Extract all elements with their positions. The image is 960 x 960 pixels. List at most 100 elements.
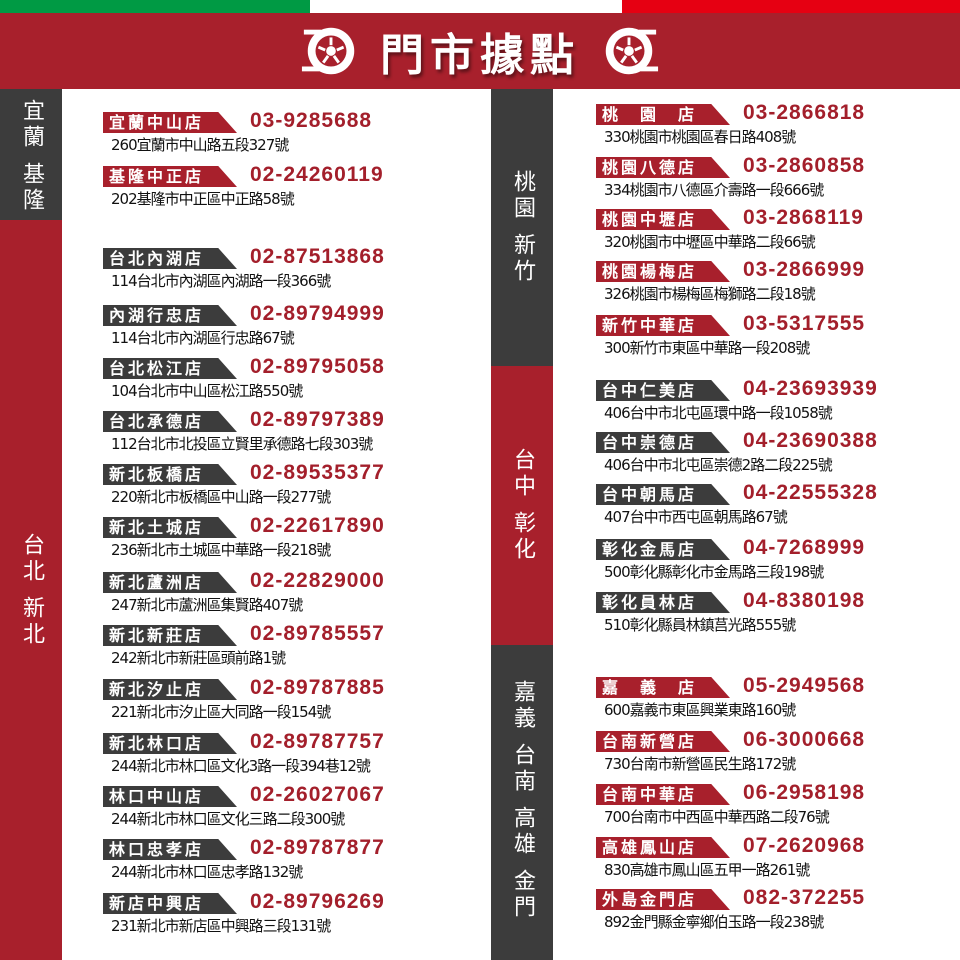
store-address: 330桃園市桃園區春日路408號: [604, 128, 796, 146]
store-name-tag: 台北承德店: [103, 411, 237, 432]
store-name-tag: 嘉 義 店: [596, 677, 730, 698]
store-phone[interactable]: 02-89535377: [250, 461, 385, 484]
store-phone[interactable]: 02-22617890: [250, 514, 385, 537]
flag-red: [622, 0, 960, 13]
store-name-tag: 新店中興店: [103, 893, 237, 914]
store-name-tag: 桃園八德店: [596, 157, 730, 178]
store-address: 700台南市中西區中華西路二段76號: [604, 808, 830, 826]
store-phone[interactable]: 02-26027067: [250, 783, 385, 806]
store-name-tag: 新北汐止店: [103, 679, 237, 700]
store-item: 宜蘭中山店 03-9285688 260宜蘭市中山路五段327號: [103, 109, 463, 162]
store-address: 220新北市板橋區中山路一段277號: [111, 488, 331, 506]
store-phone[interactable]: 07-2620968: [743, 834, 866, 857]
store-name-tag: 台中仁美店: [596, 380, 730, 401]
store-address: 260宜蘭市中山路五段327號: [111, 136, 289, 154]
store-phone[interactable]: 06-2958198: [743, 781, 866, 804]
store-address: 112台北市北投區立賢里承德路七段303號: [111, 435, 373, 453]
store-item: 台北承德店 02-89797389 112台北市北投區立賢里承德路七段303號: [103, 408, 463, 461]
store-phone[interactable]: 05-2949568: [743, 674, 866, 697]
region-label: 宜蘭 基隆: [19, 99, 44, 214]
store-phone[interactable]: 02-89785557: [250, 622, 385, 645]
store-item: 台北松江店 02-89795058 104台北市中山區松江路550號: [103, 355, 463, 408]
store-phone[interactable]: 082-372255: [743, 886, 866, 909]
store-name-tag: 桃 園 店: [596, 104, 730, 125]
store-address: 202基隆市中正區中正路58號: [111, 190, 295, 208]
store-address: 244新北市林口區文化3路一段394巷12號: [111, 757, 371, 775]
store-item: 林口中山店 02-26027067 244新北市林口區文化三路二段300號: [103, 783, 463, 836]
store-phone[interactable]: 02-89787885: [250, 676, 385, 699]
store-phone[interactable]: 02-89797389: [250, 408, 385, 431]
store-address: 510彰化縣員林鎮莒光路555號: [604, 616, 796, 634]
region-taipei-newtaipei: 台北 新北: [0, 220, 62, 960]
store-name-tag: 新竹中華店: [596, 315, 730, 336]
store-phone[interactable]: 04-22555328: [743, 481, 878, 504]
store-phone[interactable]: 04-8380198: [743, 589, 866, 612]
store-address: 406台中市北屯區環中路一段1058號: [604, 404, 833, 422]
store-phone[interactable]: 03-5317555: [743, 312, 866, 335]
store-address: 236新北市土城區中華路一段218號: [111, 541, 331, 559]
flag-green: [0, 0, 310, 13]
store-address: 114台北市內湖區行忠路67號: [111, 329, 295, 347]
store-name-tag: 基隆中正店: [103, 166, 237, 187]
store-item: 新北新莊店 02-89785557 242新北市新莊區頭前路1號: [103, 622, 463, 675]
tire-wheel-icon: [301, 27, 355, 75]
store-address: 221新北市汐止區大同路一段154號: [111, 703, 331, 721]
store-item: 新竹中華店 03-5317555 300新竹市東區中華路一段208號: [596, 312, 956, 365]
store-item: 台中崇德店 04-23690388 406台中市北屯區崇德2路二段225號: [596, 429, 956, 482]
store-name-tag: 台中崇德店: [596, 432, 730, 453]
store-item: 基隆中正店 02-24260119 202基隆市中正區中正路58號: [103, 163, 463, 216]
store-address: 242新北市新莊區頭前路1號: [111, 649, 286, 667]
region-label: 桃園 新竹: [510, 170, 535, 285]
store-address: 231新北市新店區中興路三段131號: [111, 917, 331, 935]
store-phone[interactable]: 02-89796269: [250, 890, 385, 913]
store-phone[interactable]: 03-2868119: [743, 206, 864, 229]
region-label: 嘉義 台南 高雄 金門: [510, 680, 535, 921]
store-address: 104台北市中山區松江路550號: [111, 382, 303, 400]
store-phone[interactable]: 02-24260119: [250, 163, 384, 186]
store-phone[interactable]: 03-2866818: [743, 101, 866, 124]
store-phone[interactable]: 02-22829000: [250, 569, 385, 592]
store-phone[interactable]: 02-89794999: [250, 302, 385, 325]
store-phone[interactable]: 02-89795058: [250, 355, 385, 378]
store-name-tag: 林口忠孝店: [103, 839, 237, 860]
page-title: 門市據點: [380, 30, 580, 81]
region-taichung-changhua: 台中 彰化: [491, 366, 553, 645]
store-address: 244新北市林口區忠孝路132號: [111, 863, 303, 881]
store-item: 台北內湖店 02-87513868 114台北市內湖區內湖路一段366號: [103, 245, 463, 298]
store-address: 407台中市西屯區朝馬路67號: [604, 508, 788, 526]
store-address: 892金門縣金寧鄉伯玉路一段238號: [604, 913, 824, 931]
store-name-tag: 新北板橋店: [103, 464, 237, 485]
store-item: 新北板橋店 02-89535377 220新北市板橋區中山路一段277號: [103, 461, 463, 514]
store-address: 244新北市林口區文化三路二段300號: [111, 810, 345, 828]
store-item: 新店中興店 02-89796269 231新北市新店區中興路三段131號: [103, 890, 463, 943]
store-address: 114台北市內湖區內湖路一段366號: [111, 272, 331, 290]
store-address: 300新竹市東區中華路一段208號: [604, 339, 810, 357]
store-name-tag: 台南中華店: [596, 784, 730, 805]
region-taoyuan-hsinchu: 桃園 新竹: [491, 89, 553, 366]
store-name-tag: 新北新莊店: [103, 625, 237, 646]
store-address: 320桃園市中壢區中華路二段66號: [604, 233, 816, 251]
store-phone[interactable]: 03-2866999: [743, 258, 866, 281]
store-phone[interactable]: 06-3000668: [743, 728, 866, 751]
store-phone[interactable]: 03-2860858: [743, 154, 866, 177]
store-phone[interactable]: 04-23693939: [743, 377, 878, 400]
store-phone[interactable]: 02-87513868: [250, 245, 385, 268]
store-name-tag: 彰化員林店: [596, 592, 730, 613]
store-phone[interactable]: 02-89787757: [250, 730, 385, 753]
store-phone[interactable]: 04-7268999: [743, 536, 866, 559]
store-item: 台中朝馬店 04-22555328 407台中市西屯區朝馬路67號: [596, 481, 956, 534]
store-item: 台南中華店 06-2958198 700台南市中西區中華西路二段76號: [596, 781, 956, 834]
store-phone[interactable]: 03-9285688: [250, 109, 373, 132]
store-item: 台中仁美店 04-23693939 406台中市北屯區環中路一段1058號: [596, 377, 956, 430]
store-name-tag: 彰化金馬店: [596, 539, 730, 560]
store-name-tag: 新北蘆洲店: [103, 572, 237, 593]
store-address: 247新北市蘆洲區集賢路407號: [111, 596, 303, 614]
store-item: 林口忠孝店 02-89787877 244新北市林口區忠孝路132號: [103, 836, 463, 889]
store-phone[interactable]: 02-89787877: [250, 836, 385, 859]
store-item: 新北蘆洲店 02-22829000 247新北市蘆洲區集賢路407號: [103, 569, 463, 622]
store-address: 500彰化縣彰化市金馬路三段198號: [604, 563, 824, 581]
store-item: 彰化員林店 04-8380198 510彰化縣員林鎮莒光路555號: [596, 589, 956, 642]
flag-white: [310, 0, 622, 13]
store-item: 嘉 義 店 05-2949568 600嘉義市東區興業東路160號: [596, 674, 956, 727]
store-phone[interactable]: 04-23690388: [743, 429, 878, 452]
